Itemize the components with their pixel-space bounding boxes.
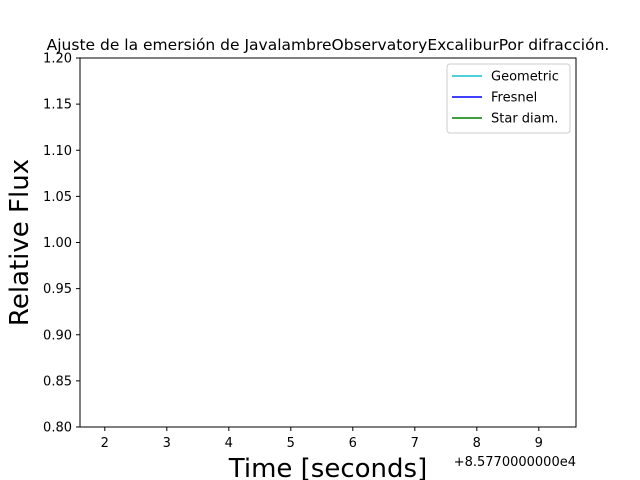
x-axis-label: Time [seconds] xyxy=(228,454,427,480)
x-tick-label: 2 xyxy=(101,436,109,451)
y-tick-label: 0.85 xyxy=(43,374,72,389)
x-tick-label: 7 xyxy=(411,436,419,451)
x-offset-label: +8.5770000000e4 xyxy=(454,455,576,470)
x-tick-label: 6 xyxy=(349,436,357,451)
y-tick-label: 1.00 xyxy=(43,236,72,251)
x-tick-label: 5 xyxy=(287,436,295,451)
y-axis: 0.80 0.85 0.90 0.95 1.00 1.05 1.10 1.15 1.20 xyxy=(43,52,80,436)
legend: Geometric Fresnel Star diam. xyxy=(446,63,571,134)
plot-frame xyxy=(79,57,577,428)
legend-label: Fresnel xyxy=(491,91,537,106)
y-tick-label: 0.95 xyxy=(43,282,72,297)
legend-label: Star diam. xyxy=(491,112,558,127)
y-tick-label: 1.10 xyxy=(43,144,72,159)
x-tick-label: 3 xyxy=(163,436,171,451)
y-tick-label: 0.80 xyxy=(43,421,72,436)
x-tick-label: 8 xyxy=(473,436,481,451)
y-tick-label: 1.15 xyxy=(43,98,72,113)
x-tick-label: 4 xyxy=(225,436,233,451)
y-tick-label: 1.20 xyxy=(43,52,72,67)
y-tick-label: 1.05 xyxy=(43,190,72,205)
legend-box xyxy=(446,63,571,134)
y-tick-label: 0.90 xyxy=(43,328,72,343)
x-axis: 2 3 4 5 6 7 8 9 xyxy=(101,427,543,451)
y-axis-label: Relative Flux xyxy=(5,159,35,326)
legend-label: Geometric xyxy=(491,70,559,85)
x-tick-label: 9 xyxy=(535,436,543,451)
chart-title: Ajuste de la emersión de JavalambreObser… xyxy=(47,36,610,54)
